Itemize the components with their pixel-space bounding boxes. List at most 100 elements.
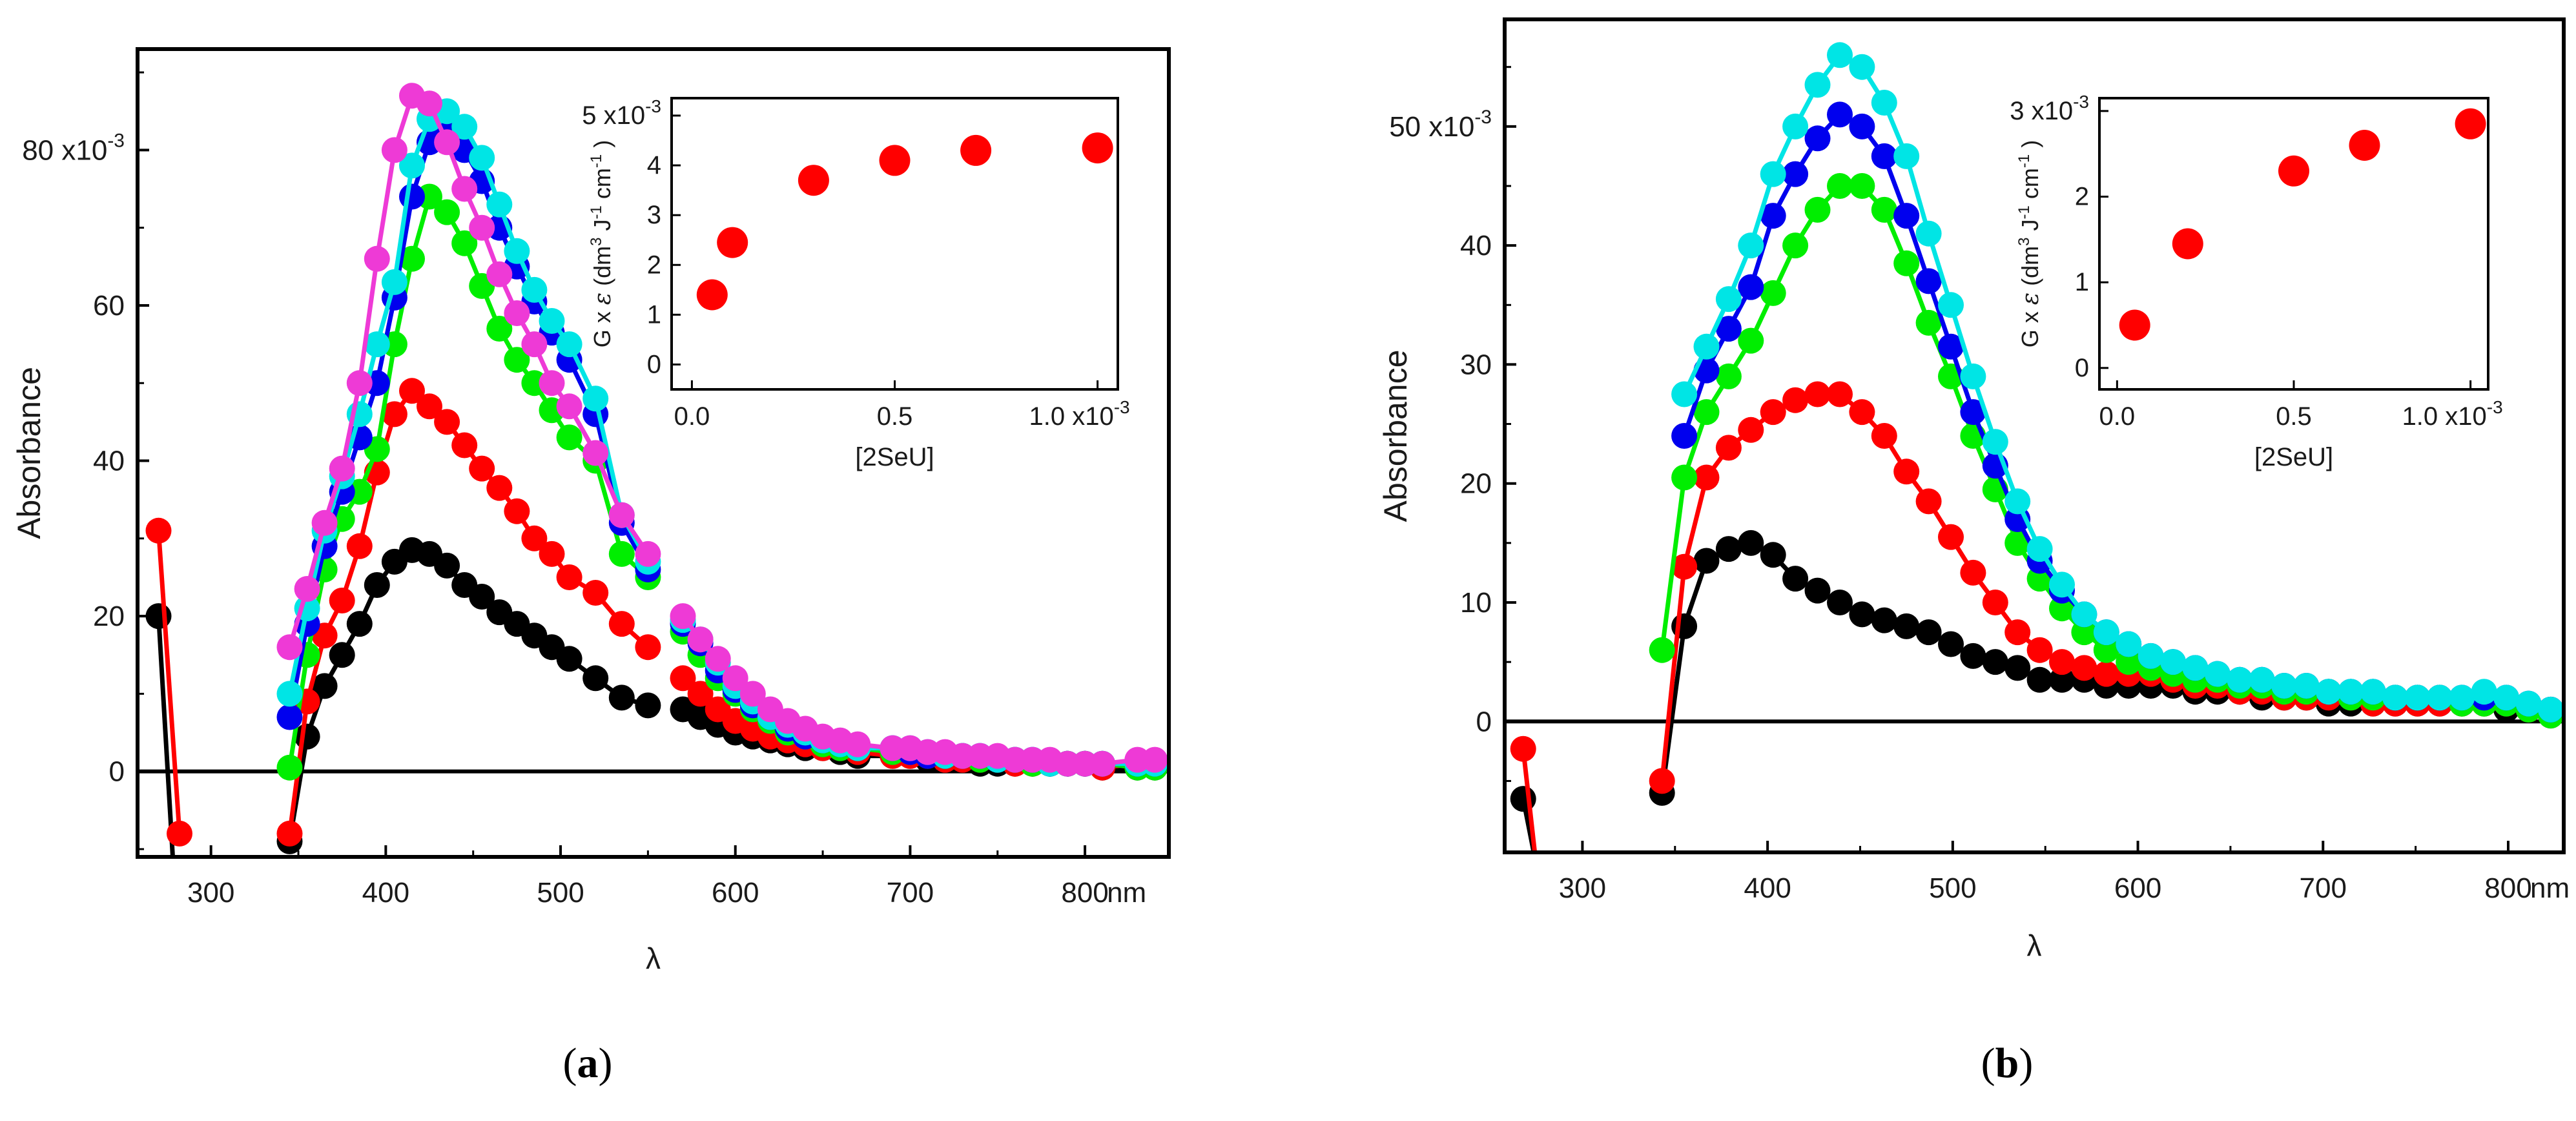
data-point: [2049, 666, 2075, 693]
data-point: [469, 214, 495, 241]
data-point: [167, 820, 192, 847]
data-point: [2138, 643, 2164, 669]
data-point: [451, 176, 478, 202]
data-point: [276, 820, 303, 847]
data-point: [2049, 649, 2075, 675]
data-point: [2227, 666, 2253, 693]
data-point: [1804, 72, 1831, 98]
data-point: [276, 681, 303, 707]
data-point: [1871, 143, 1897, 169]
data-point: [2249, 666, 2275, 693]
caption-letter: a: [577, 1040, 599, 1087]
data-point: [2049, 571, 2075, 598]
data-point: [1715, 435, 1742, 461]
data-point: [521, 331, 548, 358]
data-point: [2026, 536, 2053, 562]
series-line: [1521, 748, 1538, 852]
data-point: [399, 245, 425, 272]
data-point: [294, 576, 320, 602]
inset-x-tick-label: 0.5: [877, 402, 913, 431]
data-point: [311, 509, 338, 536]
inset-data-point: [1082, 132, 1113, 164]
data-point: [469, 145, 495, 171]
data-point: [2293, 673, 2320, 699]
inset-y-tick-label: 4: [647, 151, 661, 180]
data-point: [1738, 327, 1764, 354]
data-point: [1715, 286, 1742, 313]
data-point: [276, 754, 303, 781]
data-point: [1738, 530, 1764, 556]
series-line: [156, 530, 182, 834]
data-point: [1804, 196, 1831, 223]
inset-x-axis-title: [2SeU]: [2254, 443, 2333, 471]
data-point: [1827, 173, 1853, 199]
y-axis-title: Absorbance: [11, 367, 47, 539]
data-point: [582, 440, 609, 466]
data-point: [486, 191, 513, 218]
data-point: [434, 129, 460, 156]
x-tick-label: 400: [1744, 872, 1791, 904]
ylabel-close: ): [2017, 140, 2043, 154]
ylabel-sup-cm: -1: [2015, 154, 2033, 168]
data-point: [1982, 429, 2008, 455]
data-point: [1938, 333, 1964, 360]
data-point: [1715, 363, 1742, 389]
y-axis: 0 10 20 30 40 50 x10-3: [1389, 66, 1516, 782]
inset-y-tick-label-top: 5 x10-3: [582, 96, 661, 130]
inset-x-tick-value: 1.0 x10: [2402, 402, 2487, 431]
ylabel-sup-3: 3: [588, 238, 605, 246]
data-point: [2160, 649, 2186, 675]
data-point: [1915, 309, 1942, 336]
inset-data-point: [2455, 108, 2486, 139]
data-point: [2404, 684, 2431, 711]
data-point: [486, 261, 513, 287]
x-axis-title: λ: [2027, 929, 2042, 962]
data-point: [1760, 161, 1786, 187]
inset-x-tick-label-last: 1.0 x10-3: [2402, 397, 2503, 431]
data-point: [1827, 42, 1853, 68]
data-point: [582, 665, 609, 692]
data-point: [364, 572, 390, 598]
plot-frame: [1503, 17, 2566, 854]
data-point: [311, 673, 338, 699]
data-point: [521, 525, 548, 551]
data-point: [1715, 316, 1742, 342]
data-point: [434, 409, 460, 435]
ylabel-sup-cm: -1: [588, 154, 605, 168]
data-point: [1760, 203, 1786, 229]
data-point: [2004, 655, 2031, 681]
data-point: [1982, 590, 2008, 615]
data-point: [2093, 619, 2119, 646]
x-unit-label: nm: [2530, 872, 2570, 904]
y-axis: 0 20 40 60 80 x10-3: [22, 71, 149, 850]
data-point: [1782, 113, 1809, 139]
data-point: [1693, 464, 1720, 491]
inset-data-point: [960, 134, 992, 166]
data-point: [2004, 619, 2031, 646]
data-point: [1738, 232, 1764, 259]
data-point: [145, 517, 172, 544]
inset-data-point: [2172, 228, 2203, 260]
ylabel-base: G x: [589, 305, 615, 347]
ylabel-cm: cm: [589, 168, 615, 205]
data-point: [2116, 631, 2142, 657]
data-point: [556, 646, 582, 672]
y-tick-label: 10: [1460, 587, 1492, 619]
x-unit-label: nm: [1107, 877, 1146, 909]
inset-x-axis-title: [2SeU]: [855, 443, 934, 471]
panel-caption: (b): [1981, 1040, 2034, 1087]
inset-y-tick-label: 2: [647, 251, 661, 279]
data-point: [2004, 488, 2031, 515]
inset-data-point: [798, 165, 829, 196]
ylabel-base: G x: [2017, 305, 2043, 347]
data-point: [329, 455, 355, 482]
ylabel-cm: cm: [2017, 168, 2043, 205]
data-point: [451, 230, 478, 256]
data-point: [1938, 292, 1964, 318]
data-point: [486, 316, 513, 342]
x-axis-title: λ: [646, 941, 661, 975]
data-point: [2116, 649, 2142, 675]
data-point: [2049, 595, 2075, 622]
data-point: [329, 588, 355, 613]
